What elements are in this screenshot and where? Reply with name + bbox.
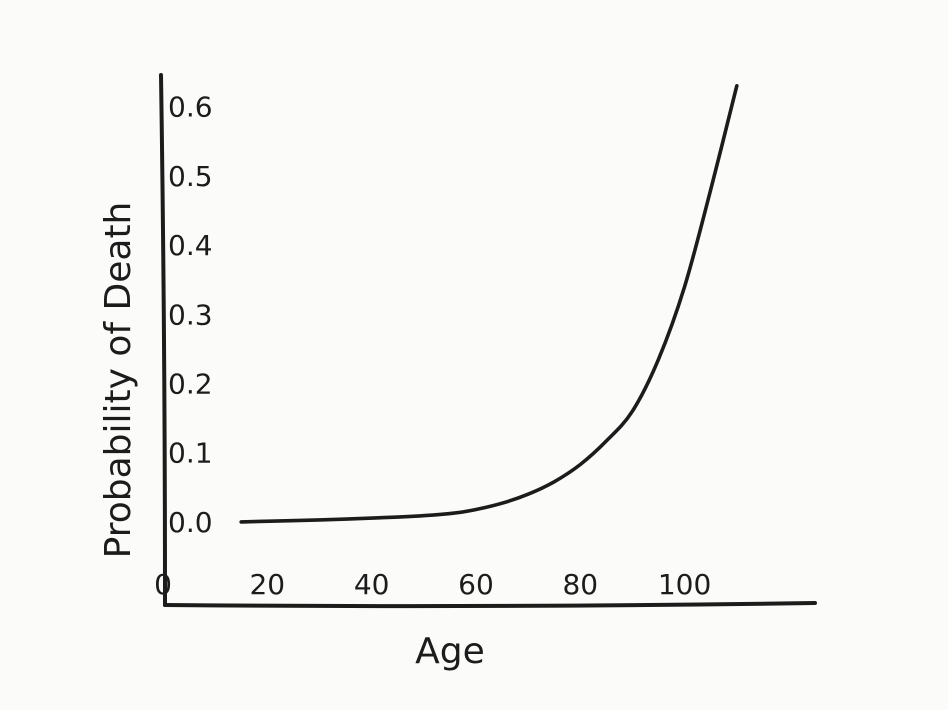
y-tick-label: 0.0 xyxy=(168,506,213,539)
y-tick-label: 0.4 xyxy=(168,229,213,262)
x-tick-label: 100 xyxy=(658,568,711,601)
data-curve xyxy=(239,84,739,524)
y-axis-label: Probability of Death xyxy=(98,202,139,559)
x-tick-label: 80 xyxy=(562,568,598,601)
x-tick-label: 60 xyxy=(458,568,494,601)
x-tick-label: 20 xyxy=(249,568,285,601)
x-axis-label: Age xyxy=(415,631,485,672)
x-tick-labels: 0 20 40 60 80 100 xyxy=(154,568,711,601)
x-axis-line xyxy=(163,601,817,609)
y-tick-label: 0.5 xyxy=(168,160,213,193)
y-tick-label: 0.2 xyxy=(168,367,213,400)
y-axis-line xyxy=(159,73,167,607)
y-tick-labels: 0.0 0.1 0.2 0.3 0.4 0.5 0.6 xyxy=(168,91,213,539)
y-tick-label: 0.3 xyxy=(168,298,213,331)
plot-area: 0.0 0.1 0.2 0.3 0.4 0.5 0.6 0 20 40 60 80 100 xyxy=(154,73,817,609)
x-tick-label: 0 xyxy=(154,568,172,601)
x-tick-label: 40 xyxy=(354,568,390,601)
y-tick-label: 0.1 xyxy=(168,437,213,470)
y-tick-label: 0.6 xyxy=(168,91,213,124)
